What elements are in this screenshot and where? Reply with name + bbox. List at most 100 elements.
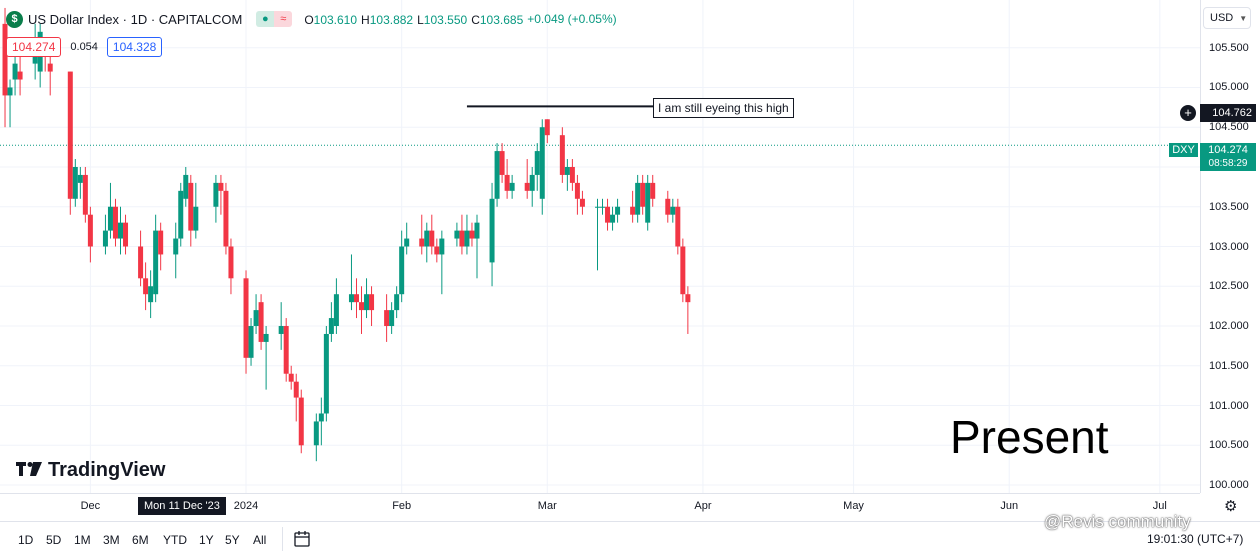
- candle-body: [429, 230, 435, 247]
- bottom-toolbar: 1D 5D 1M 3M 6M YTD 1Y 5Y All: [0, 521, 1260, 560]
- candle-body: [404, 238, 410, 247]
- price-axis[interactable]: 105.500105.000104.500104.000103.500103.0…: [1200, 0, 1260, 493]
- chart-toggles[interactable]: ● ≈: [256, 11, 293, 27]
- candle-body: [17, 71, 23, 80]
- price-tick-label: 101.500: [1209, 359, 1249, 372]
- candle: [102, 214, 108, 255]
- symbol-title[interactable]: US Dollar Index · 1D · CAPITALCOM: [28, 11, 243, 27]
- candle-body: [178, 190, 184, 239]
- candle-body: [333, 294, 339, 327]
- wave-toggle-icon[interactable]: ≈: [274, 11, 293, 27]
- time-axis[interactable]: Dec 2024 Feb Mar Apr May Jun Jul: [0, 493, 1200, 520]
- candle: [143, 262, 149, 311]
- candle: [429, 214, 435, 255]
- candle: [7, 79, 13, 128]
- candle: [173, 222, 179, 279]
- candle: [183, 166, 189, 207]
- tradingview-logo: TradingView: [16, 459, 165, 482]
- candle-body: [213, 182, 219, 207]
- candle-body: [7, 87, 13, 96]
- range-button-6m[interactable]: 6M: [132, 533, 149, 547]
- add-alert-icon[interactable]: +: [1180, 105, 1196, 121]
- range-button-5d[interactable]: 5D: [46, 533, 62, 547]
- candle: [263, 326, 269, 390]
- candle: [243, 270, 249, 374]
- gear-icon[interactable]: ⚙: [1224, 498, 1238, 515]
- candle: [87, 206, 93, 263]
- candle: [359, 286, 365, 334]
- currency-dropdown[interactable]: USD ▼: [1203, 7, 1251, 29]
- candle-body: [600, 206, 606, 208]
- range-button-ytd[interactable]: YTD: [163, 533, 187, 547]
- grid-lines-horizontal: [0, 47, 1200, 486]
- candle: [258, 294, 264, 350]
- candle-body: [439, 238, 445, 255]
- candle-body: [610, 214, 616, 223]
- candle: [107, 182, 113, 239]
- candle-body: [364, 294, 370, 311]
- candle: [404, 222, 410, 255]
- candle: [434, 238, 440, 263]
- time-tick-label: Jul: [1152, 500, 1167, 512]
- candle: [665, 190, 671, 223]
- candle: [605, 198, 611, 231]
- candle-body: [47, 63, 53, 72]
- present-annotation[interactable]: Present: [950, 411, 1109, 463]
- buy-price-badge[interactable]: 104.328: [106, 37, 163, 57]
- price-tick-label: 104.500: [1209, 121, 1249, 134]
- candle: [188, 174, 194, 247]
- annotation-text-box[interactable]: I am still eyeing this high: [653, 98, 794, 118]
- candles: [2, 7, 691, 462]
- time-readout[interactable]: 19:01:30 (UTC+7): [1147, 532, 1244, 546]
- candle-body: [313, 421, 319, 446]
- candle-body: [188, 182, 194, 231]
- candle: [489, 182, 495, 287]
- candle: [630, 190, 636, 223]
- candle-body: [464, 230, 470, 247]
- candle: [419, 214, 425, 255]
- spread-value: 0.054: [70, 41, 98, 53]
- candle: [288, 365, 294, 390]
- candle-body: [298, 397, 304, 446]
- ohlc-value: 103.610: [313, 12, 358, 27]
- change-value: +0.049 (+0.05%): [527, 12, 617, 26]
- candle: [569, 159, 575, 191]
- candle: [193, 182, 199, 239]
- candle: [454, 222, 460, 247]
- candle-body: [112, 206, 118, 239]
- sell-price-badge[interactable]: 104.274: [6, 37, 62, 57]
- candlestick-chart[interactable]: [0, 0, 1200, 493]
- range-button-5y[interactable]: 5Y: [225, 533, 240, 547]
- candle-body: [369, 294, 375, 311]
- watermark-text: @Revis community: [1044, 512, 1191, 531]
- candle: [2, 7, 8, 128]
- time-tick-label: 2024: [233, 500, 259, 512]
- ohlc-value: 103.882: [369, 12, 414, 27]
- range-button-all[interactable]: All: [253, 533, 267, 547]
- dot-toggle-icon[interactable]: ●: [256, 11, 275, 27]
- range-button-1d[interactable]: 1D: [18, 533, 34, 547]
- range-button-1m[interactable]: 1M: [74, 533, 91, 547]
- price-tick-label: 101.000: [1209, 399, 1249, 412]
- candle: [615, 198, 621, 223]
- candle-body: [87, 214, 93, 247]
- candle: [118, 206, 124, 255]
- ohlc-value: 103.685: [479, 12, 524, 27]
- calendar-icon[interactable]: [293, 530, 311, 548]
- range-button-1y[interactable]: 1Y: [199, 533, 214, 547]
- candle: [313, 413, 319, 462]
- candle: [348, 254, 354, 311]
- time-tick-label: Mar: [537, 500, 557, 512]
- candle-body: [469, 230, 475, 239]
- price-tick-label: 105.500: [1209, 41, 1249, 54]
- candle: [389, 302, 395, 334]
- candle-body: [670, 206, 676, 215]
- candle-body: [293, 381, 299, 398]
- candle-body: [665, 198, 671, 215]
- candle-body: [318, 413, 324, 422]
- candle: [504, 159, 510, 199]
- candle: [594, 198, 600, 271]
- range-button-3m[interactable]: 3M: [103, 533, 120, 547]
- candle-body: [12, 63, 18, 80]
- candle: [369, 286, 375, 327]
